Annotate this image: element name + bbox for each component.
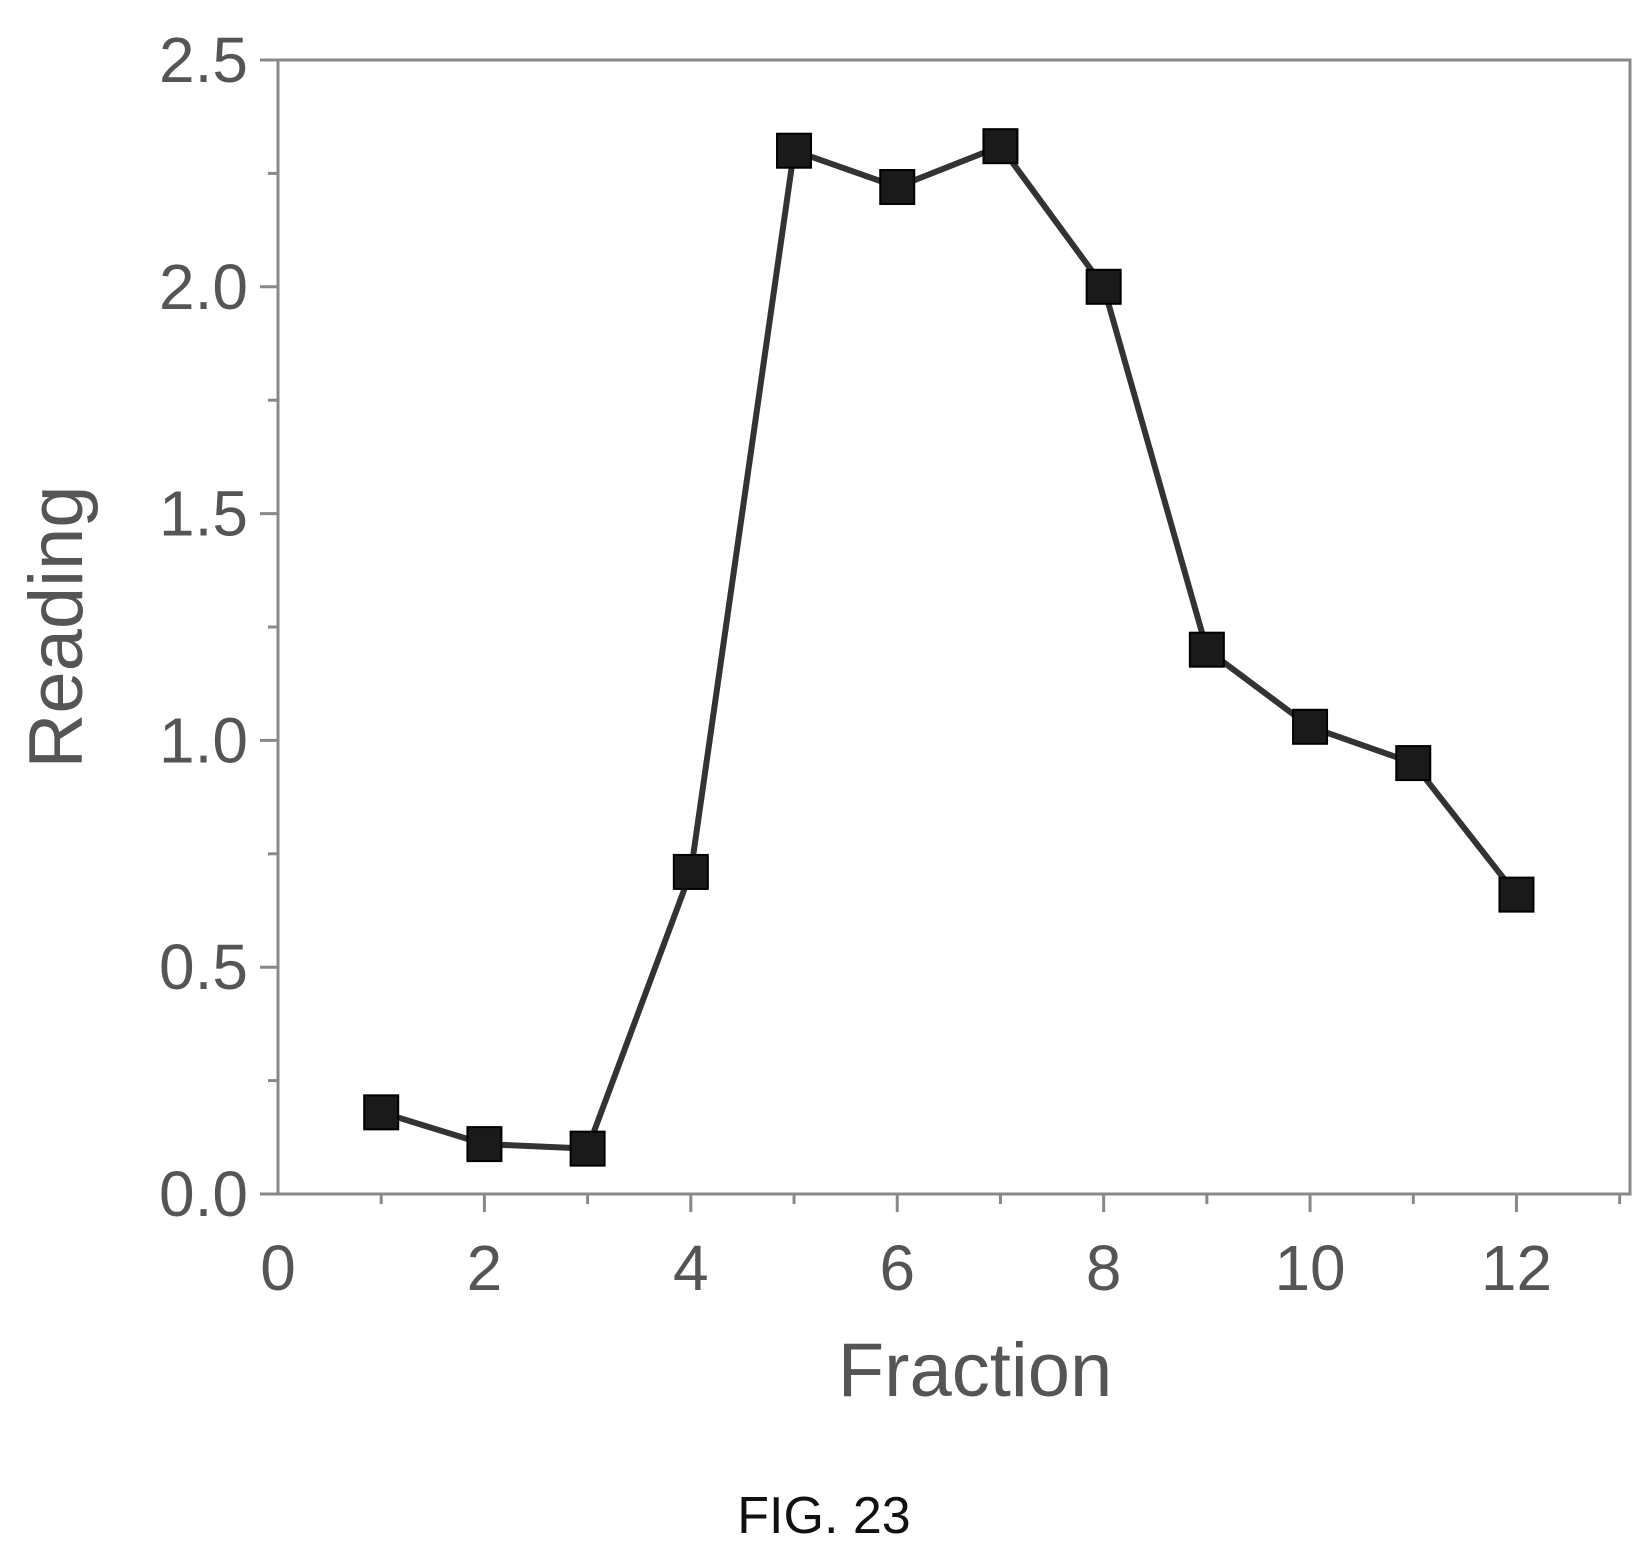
x-tick-label: 2 [467,1232,503,1304]
data-point [1498,876,1535,913]
x-axis-title: Fraction [838,1328,1113,1413]
y-axis-title: Reading [14,485,99,768]
y-tick-label: 0.5 [159,931,248,1003]
figure-caption: FIG. 23 [737,1487,910,1545]
data-point [672,853,709,890]
y-axis-ticks: 0.0 0.5 1.0 1.5 2.0 2.5 [159,24,278,1230]
data-point [879,169,916,206]
data-point [1085,268,1122,305]
x-tick-label: 0 [260,1232,296,1304]
series-layer [363,128,1535,1167]
data-point [1292,708,1329,745]
x-tick-label: 6 [879,1232,915,1304]
x-tick-label: 4 [673,1232,709,1304]
series-line [380,143,1519,1152]
data-point [982,128,1019,165]
x-tick-label: 12 [1481,1232,1552,1304]
y-tick-label: 0.0 [159,1158,248,1230]
data-point [466,1126,503,1163]
y-tick-label: 1.0 [159,704,248,776]
data-point [1188,631,1225,668]
data-point [776,132,813,169]
data-point [363,1094,400,1131]
y-tick-label: 2.0 [159,251,248,323]
x-axis-ticks: 0 2 4 6 8 10 12 [260,1194,1622,1304]
data-point [569,1130,606,1167]
data-point [1395,745,1432,782]
y-tick-label: 1.5 [159,478,248,550]
plot-frame [276,58,1632,1196]
x-tick-label: 8 [1086,1232,1122,1304]
x-tick-label: 10 [1274,1232,1345,1304]
y-tick-label: 2.5 [159,24,248,96]
